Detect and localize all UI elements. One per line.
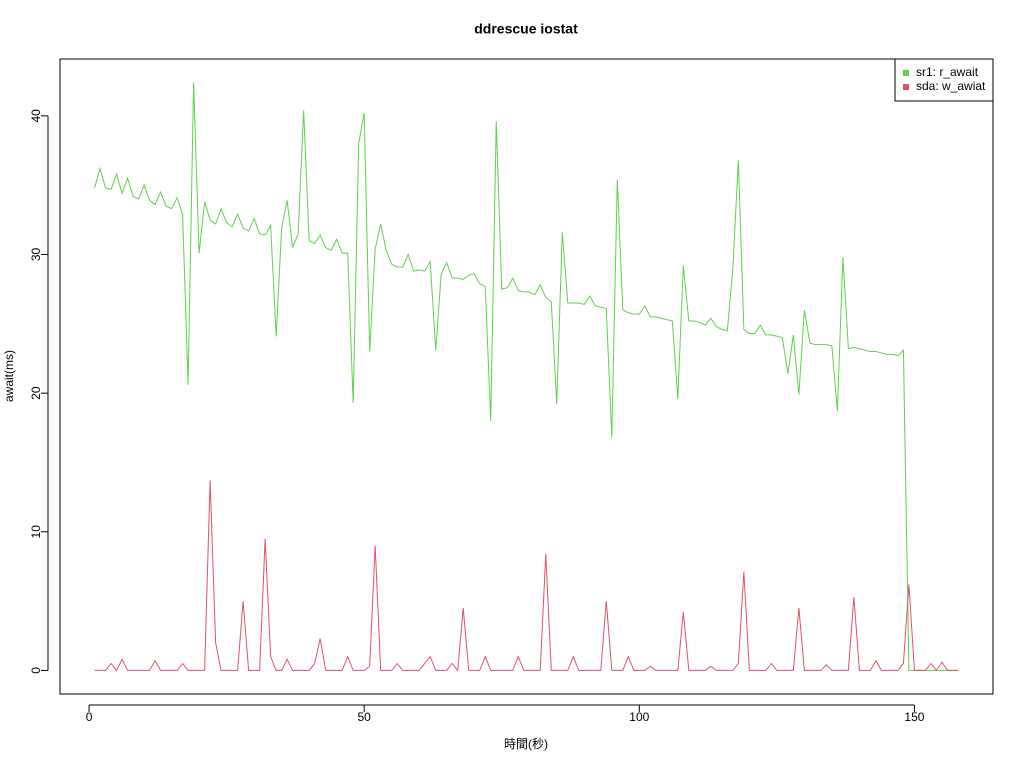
chart-title: ddrescue iostat bbox=[474, 21, 578, 37]
legend-swatch bbox=[903, 84, 909, 90]
legend-label: sda: w_awiat bbox=[916, 79, 986, 93]
y-tick-label: 40 bbox=[29, 109, 43, 123]
x-tick-label: 0 bbox=[86, 710, 93, 724]
legend-label: sr1: r_await bbox=[916, 65, 979, 79]
plot-frame bbox=[59, 58, 994, 695]
y-tick-label: 0 bbox=[29, 667, 43, 674]
series-line bbox=[94, 82, 959, 671]
x-tick-label: 100 bbox=[629, 710, 649, 724]
x-tick-label: 150 bbox=[904, 710, 924, 724]
y-tick-label: 10 bbox=[29, 525, 43, 539]
x-axis-label: 時間(秒) bbox=[504, 737, 548, 751]
legend-swatch bbox=[903, 70, 909, 76]
legend-box bbox=[894, 58, 994, 102]
y-tick-label: 30 bbox=[29, 247, 43, 261]
series-line bbox=[94, 480, 959, 672]
x-tick-label: 50 bbox=[357, 710, 371, 724]
y-axis-label: await(ms) bbox=[2, 350, 16, 402]
y-tick-label: 20 bbox=[29, 386, 43, 400]
